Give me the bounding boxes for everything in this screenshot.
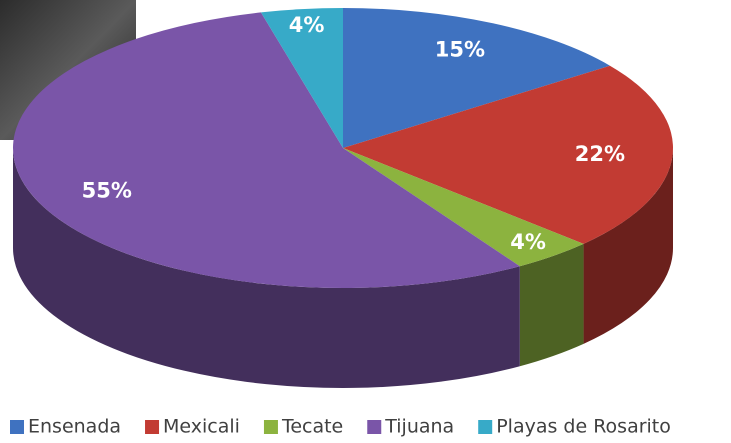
slice-side [519, 243, 584, 367]
slice [343, 148, 584, 267]
legend: Ensenada Mexicali Tecate Tijuana Playas de R… [10, 416, 671, 438]
legend-label: Ensenada [28, 416, 121, 438]
data-label: 55% [82, 178, 132, 202]
pie: 15% 22% 4% 55% 4% [12, 8, 673, 388]
legend-label: Tecate [281, 416, 343, 438]
data-label: 4% [289, 13, 325, 37]
slice [343, 8, 610, 148]
legend-label: Tijuana [384, 416, 454, 438]
data-label: 15% [435, 38, 485, 62]
data-label: 4% [510, 230, 546, 254]
slice-side [13, 148, 520, 388]
legend-label: Mexicali [163, 416, 240, 438]
legend-swatch [478, 420, 493, 434]
legend-swatch [263, 420, 278, 434]
data-label: 22% [575, 142, 625, 166]
legend-label: Playas de Rosarito [496, 416, 671, 438]
slice-side [583, 148, 673, 344]
slice [12, 12, 520, 289]
slice [260, 8, 343, 148]
legend-swatch [367, 420, 382, 434]
legend-swatch [145, 420, 160, 434]
legend-swatch [10, 420, 24, 434]
slice [343, 65, 673, 244]
